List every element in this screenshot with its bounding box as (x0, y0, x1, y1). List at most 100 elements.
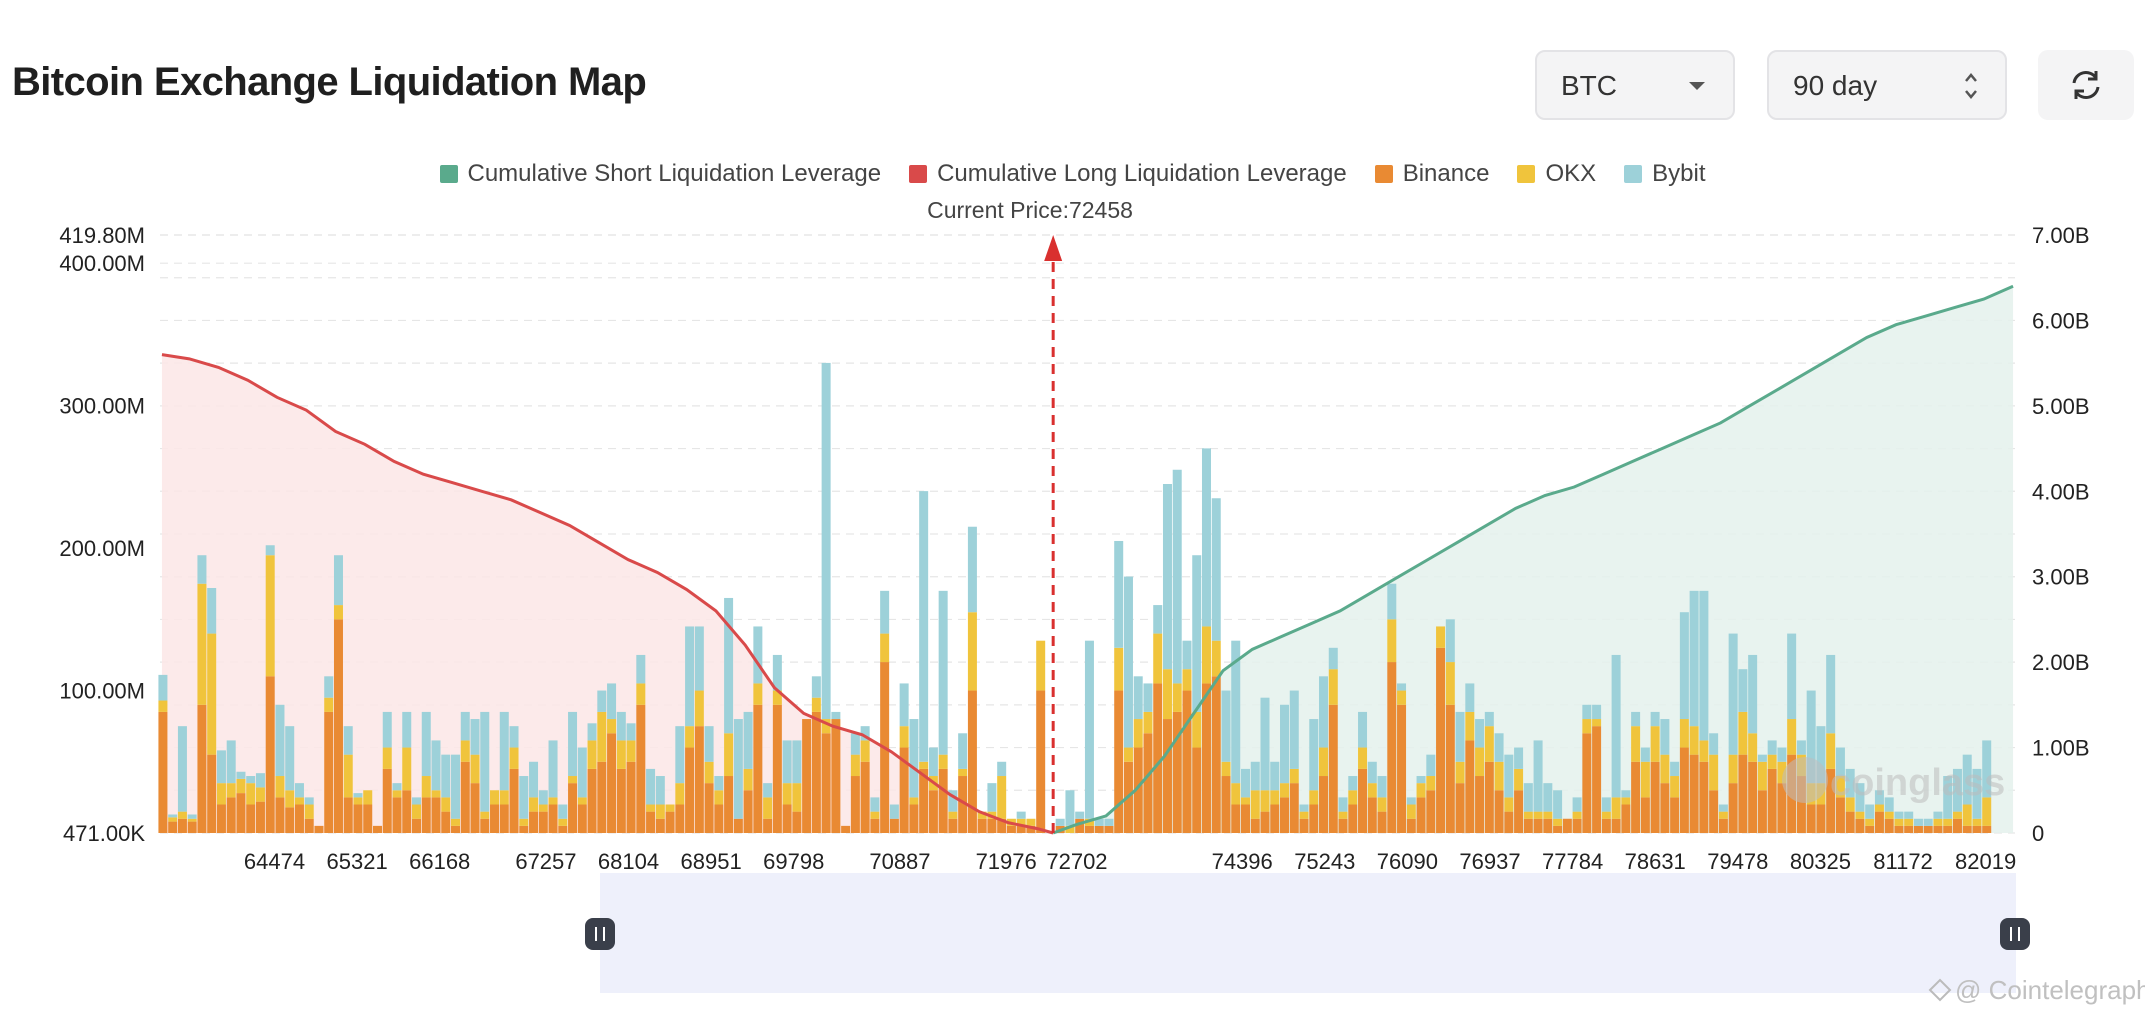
bar-okx (392, 790, 402, 798)
bar-binance (1026, 825, 1036, 833)
bar-bybit (870, 797, 880, 812)
legend-item-bybit[interactable]: Bybit (1624, 160, 1706, 188)
bar-bybit (1309, 719, 1319, 791)
cointelegraph-credit-text: @ Cointelegraph (1955, 975, 2145, 1005)
bar-binance (255, 801, 265, 833)
bar-binance (1192, 747, 1202, 833)
bar-okx (1533, 811, 1543, 819)
bar-bybit (1348, 776, 1358, 791)
x-tick-label: 75243 (1294, 849, 1355, 874)
bar-binance (1465, 740, 1475, 833)
bar-bybit (1913, 818, 1923, 826)
bar-okx (1114, 647, 1124, 691)
x-tick-label: 64474 (244, 849, 305, 874)
legend-label-okx: OKX (1545, 160, 1597, 187)
bar-okx (1036, 640, 1046, 691)
bar-binance (753, 704, 763, 833)
bar-bybit (1133, 676, 1143, 720)
bar-binance (675, 804, 685, 833)
bar-okx (1523, 811, 1533, 819)
bar-bybit (499, 711, 509, 791)
bar-okx (743, 768, 753, 791)
coin-select-value: BTC (1561, 70, 1617, 101)
legend-item-long[interactable]: Cumulative Long Liquidation Leverage (909, 160, 1347, 188)
bar-okx (1260, 790, 1270, 812)
y-right-tick-label: 4.00B (2032, 479, 2090, 504)
bar-okx (1718, 811, 1728, 819)
bar-okx (636, 683, 646, 705)
bar-binance (860, 761, 870, 833)
bar-okx (1416, 783, 1426, 798)
bar-binance (1757, 790, 1767, 833)
bar-okx (1904, 818, 1914, 826)
bar-binance (1494, 790, 1504, 833)
range-select[interactable]: 90 day (1767, 50, 2007, 120)
bar-binance (1006, 825, 1016, 833)
legend-item-okx[interactable]: OKX (1517, 160, 1596, 188)
bar-okx (236, 778, 246, 794)
bar-binance (1416, 797, 1426, 833)
bar-okx (187, 818, 197, 822)
bar-binance (372, 825, 382, 833)
bar-binance (1514, 790, 1524, 833)
bar-okx (412, 804, 422, 819)
bar-okx (1221, 761, 1231, 777)
bar-okx (616, 740, 626, 769)
zoom-handle-right[interactable] (2000, 918, 2030, 950)
bar-binance (294, 804, 304, 833)
bar-bybit (1016, 811, 1026, 819)
bar-binance (412, 818, 422, 833)
bar-bybit (1075, 811, 1085, 819)
up-down-chevron-icon (1965, 73, 1977, 99)
bar-okx (177, 811, 187, 819)
bar-binance (1670, 797, 1680, 833)
bar-binance (1270, 804, 1280, 833)
bar-bybit (675, 726, 685, 784)
bar-bybit (1835, 747, 1845, 777)
bar-binance (216, 804, 226, 833)
bar-binance (889, 818, 899, 833)
refresh-icon (2072, 71, 2100, 99)
bar-okx (1465, 711, 1475, 741)
bar-okx (782, 783, 792, 805)
bar-okx (1845, 797, 1855, 812)
bar-okx (1621, 797, 1631, 805)
bar-bybit (636, 654, 646, 684)
bar-okx (226, 783, 236, 798)
coin-select[interactable]: BTC (1535, 50, 1735, 120)
bar-bybit (1689, 590, 1699, 727)
bar-bybit (353, 793, 363, 798)
bar-binance (1036, 690, 1046, 833)
bar-bybit (402, 711, 412, 748)
bar-bybit (724, 597, 734, 734)
refresh-button[interactable] (2038, 50, 2134, 120)
legend-item-binance[interactable]: Binance (1374, 160, 1489, 188)
bar-bybit (529, 761, 539, 798)
bar-bybit (1611, 654, 1621, 798)
bar-okx (763, 797, 773, 819)
bar-bybit (451, 754, 461, 819)
bar-bybit (1699, 590, 1709, 741)
bar-bybit (460, 711, 470, 741)
zoom-handle-body (2000, 918, 2030, 950)
bar-binance (1835, 797, 1845, 833)
bar-bybit (392, 783, 402, 791)
zoom-range-selection[interactable] (600, 873, 2016, 993)
bar-okx (1250, 790, 1260, 819)
bar-binance (568, 783, 578, 833)
zoom-handle-left[interactable] (585, 918, 615, 950)
bar-binance (977, 818, 987, 833)
bar-bybit (187, 814, 197, 819)
bar-okx (1982, 797, 1992, 826)
legend-swatch-bybit (1624, 165, 1643, 183)
bar-binance (831, 719, 841, 833)
bar-bybit (1182, 640, 1192, 670)
y-right-tick-label: 5.00B (2032, 394, 2090, 419)
bar-okx (1328, 669, 1338, 705)
bar-bybit (207, 587, 217, 634)
bar-binance (655, 818, 665, 833)
bar-binance (1923, 825, 1933, 833)
legend-item-short[interactable]: Cumulative Short Liquidation Leverage (439, 160, 881, 188)
bar-okx (363, 790, 373, 805)
bar-binance (928, 790, 938, 833)
